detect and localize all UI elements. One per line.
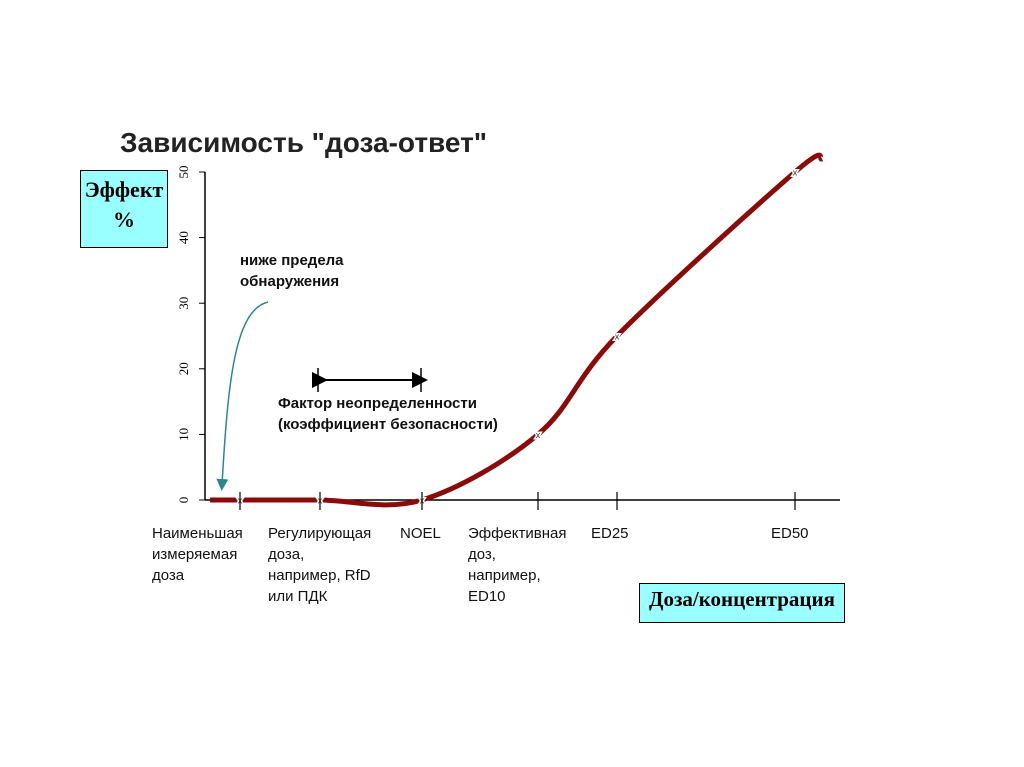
x-tick-label: Эффективная доз, например, ED10 [468, 525, 567, 605]
y-tick-label: 40 [176, 231, 191, 244]
y-tick-label: 20 [176, 362, 191, 375]
annotation: Фактор неопределенности (коэффициент без… [278, 395, 498, 433]
y-tick-label: 10 [176, 428, 191, 441]
point-marker: x [793, 167, 798, 177]
x-tick-label: Регулирующая доза, например, RfD или ПДК [268, 525, 372, 605]
chart-title: Зависимость "доза-ответ" [120, 127, 487, 158]
y-tick-label: 50 [176, 166, 191, 179]
annotation: ниже предела обнаружения [240, 252, 344, 290]
x-tick-label: Наименьшая измеряемая доза [152, 525, 243, 584]
y-axis-label: Эффект % [80, 170, 168, 248]
x-axis-label: Доза/концентрация [639, 583, 845, 623]
pointer-arrow [216, 301, 269, 491]
x-tick-label: NOEL [400, 525, 441, 542]
x-tick-label: ED25 [591, 525, 629, 542]
x-tick-label: ED50 [771, 525, 809, 542]
y-tick-label: 30 [176, 297, 191, 310]
y-tick-label: 0 [176, 497, 191, 504]
point-marker: x [615, 331, 620, 341]
point-marker: x [536, 430, 541, 440]
curve [209, 152, 824, 508]
